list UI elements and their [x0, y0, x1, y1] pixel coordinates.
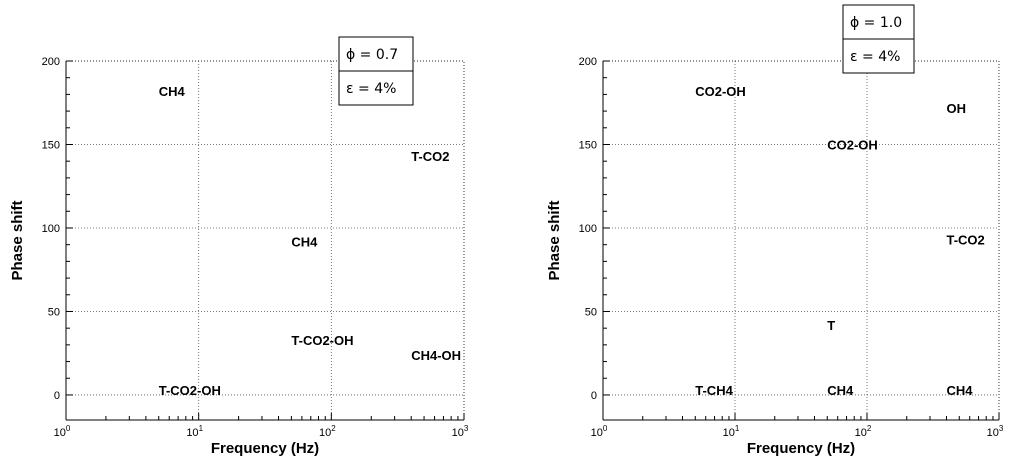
- y-tick-label: 200: [42, 56, 60, 68]
- data-label: CH4: [946, 383, 973, 398]
- plot-frame: [602, 60, 1000, 421]
- y-tick-label: 100: [42, 223, 60, 235]
- legend-entry: ϕ = 1.0: [850, 15, 902, 31]
- x-tick-label: 101: [723, 424, 740, 439]
- y-tick-label: 200: [579, 56, 597, 68]
- x-axis-title: Frequency (Hz): [747, 440, 855, 457]
- data-label: CH4: [159, 84, 186, 99]
- chart-panel-2: 0 50 100 150 200 100 101 102 103 Frequency (Hz) Ph…: [546, 4, 1004, 457]
- y-tick-label: 0: [591, 390, 597, 402]
- legend-box: ϕ = 1.0 ε = 4%: [842, 4, 915, 74]
- y-tick-label: 100: [579, 223, 597, 235]
- data-label: CO2-OH: [827, 137, 878, 152]
- x-axis-title: Frequency (Hz): [211, 440, 319, 457]
- data-label: T-CO2: [411, 149, 449, 164]
- data-label: T-CO2: [946, 233, 984, 248]
- chart-panel-1: 0 50 100 150 200 100 101 102 103 Frequency (Hz) Ph…: [9, 36, 469, 457]
- data-label: T-CO2-OH: [291, 333, 353, 348]
- data-label: T-CH4: [695, 383, 733, 398]
- data-label: CH4-OH: [411, 348, 461, 363]
- y-axis-title: Phase shift: [9, 200, 26, 280]
- y-tick-label: 50: [48, 306, 60, 318]
- data-label: T-CO2-OH: [159, 383, 221, 398]
- y-tick-label: 150: [42, 139, 60, 151]
- legend-entry: ε = 4%: [850, 49, 900, 65]
- legend-entry: ϕ = 0.7: [346, 47, 398, 63]
- data-label: CO2-OH: [695, 84, 746, 99]
- legend-entry: ε = 4%: [346, 81, 396, 97]
- legend-box: ϕ = 0.7 ε = 4%: [338, 36, 414, 106]
- y-tick-label: 0: [54, 390, 60, 402]
- plot-frame: [65, 60, 465, 421]
- x-tick-label: 100: [54, 424, 71, 439]
- y-axis-title: Phase shift: [546, 200, 563, 280]
- data-label: T: [827, 318, 835, 333]
- data-label: OH: [946, 101, 966, 116]
- x-tick-label: 103: [987, 424, 1004, 439]
- data-label: CH4: [291, 234, 318, 249]
- x-tick-label: 101: [186, 424, 203, 439]
- y-tick-label: 50: [585, 306, 597, 318]
- y-tick-label: 150: [579, 139, 597, 151]
- x-tick-label: 102: [855, 424, 872, 439]
- x-tick-label: 103: [452, 424, 469, 439]
- x-tick-label: 100: [591, 424, 608, 439]
- x-tick-label: 102: [319, 424, 336, 439]
- data-label: CH4: [827, 383, 854, 398]
